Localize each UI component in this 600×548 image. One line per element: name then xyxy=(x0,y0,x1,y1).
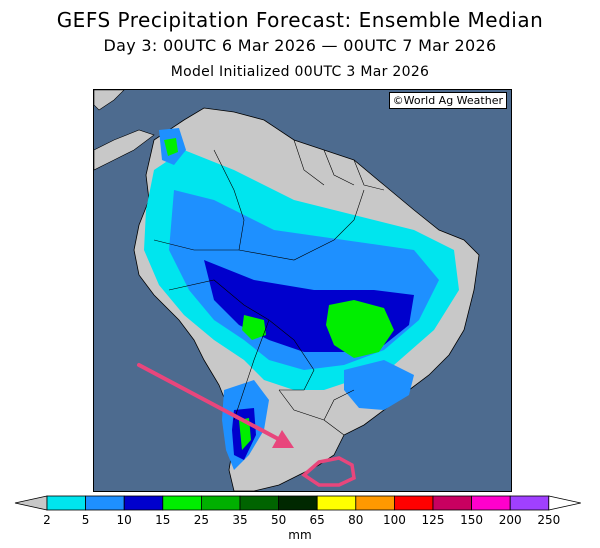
colorbar-tick-label: 80 xyxy=(348,513,363,527)
colorbar-tick-label: 250 xyxy=(537,513,560,527)
colorbar-swatch xyxy=(46,495,86,511)
map-title: GEFS Precipitation Forecast: Ensemble Me… xyxy=(56,8,544,32)
model-initialized: Model Initialized 00UTC 3 Mar 2026 xyxy=(170,64,430,80)
caribbean-land xyxy=(94,90,125,111)
colorbar-tick-label: 35 xyxy=(232,513,247,527)
colorbar-tick-label: 125 xyxy=(422,513,445,527)
colorbar-unit: mm xyxy=(288,528,312,542)
colorbar-swatch xyxy=(432,495,472,511)
colorbar-tick-label: 65 xyxy=(310,513,325,527)
colorbar-tick-label: 10 xyxy=(117,513,132,527)
central-america-land xyxy=(94,129,155,171)
valid-period: Day 3: 00UTC 6 Mar 2026 — 00UTC 7 Mar 20… xyxy=(103,36,497,55)
colorbar-tick-label: 200 xyxy=(499,513,522,527)
colorbar-swatch xyxy=(278,495,318,511)
colorbar-swatch xyxy=(316,495,357,511)
colorbar-tick-label: 50 xyxy=(271,513,286,527)
colorbar-swatch xyxy=(393,495,434,511)
colorbar-tick-label: 2 xyxy=(43,513,51,527)
colorbar-tick-label: 150 xyxy=(460,513,483,527)
colorbar-swatch xyxy=(471,495,511,511)
colorbar-tick-label: 5 xyxy=(82,513,90,527)
colorbar-tick-label: 25 xyxy=(194,513,209,527)
annotation-circle xyxy=(301,456,356,487)
colorbar-swatch xyxy=(162,495,202,511)
colorbar: 2 5 10 15 25 35 50 65 80 100 125 150 200 250 xyxy=(14,495,581,527)
colorbar-swatch xyxy=(509,495,550,511)
colorbar-tick-label: 15 xyxy=(155,513,170,527)
country-borders xyxy=(153,139,385,436)
colorbar-over-triangle xyxy=(548,495,581,511)
precip-shading xyxy=(144,128,459,470)
precipitation-map: ©World Ag Weather xyxy=(93,89,512,492)
colorbar-tick-label: 100 xyxy=(383,513,406,527)
colorbar-under-triangle xyxy=(14,495,48,511)
colorbar-swatch xyxy=(200,495,241,511)
annotation-arrow xyxy=(137,363,294,448)
colorbar-swatch xyxy=(123,495,164,511)
credit-label: ©World Ag Weather xyxy=(388,92,507,109)
colorbar-swatch xyxy=(239,495,279,511)
colorbar-swatch xyxy=(355,495,395,511)
colorbar-swatch xyxy=(85,495,125,511)
map-canvas xyxy=(94,90,511,491)
